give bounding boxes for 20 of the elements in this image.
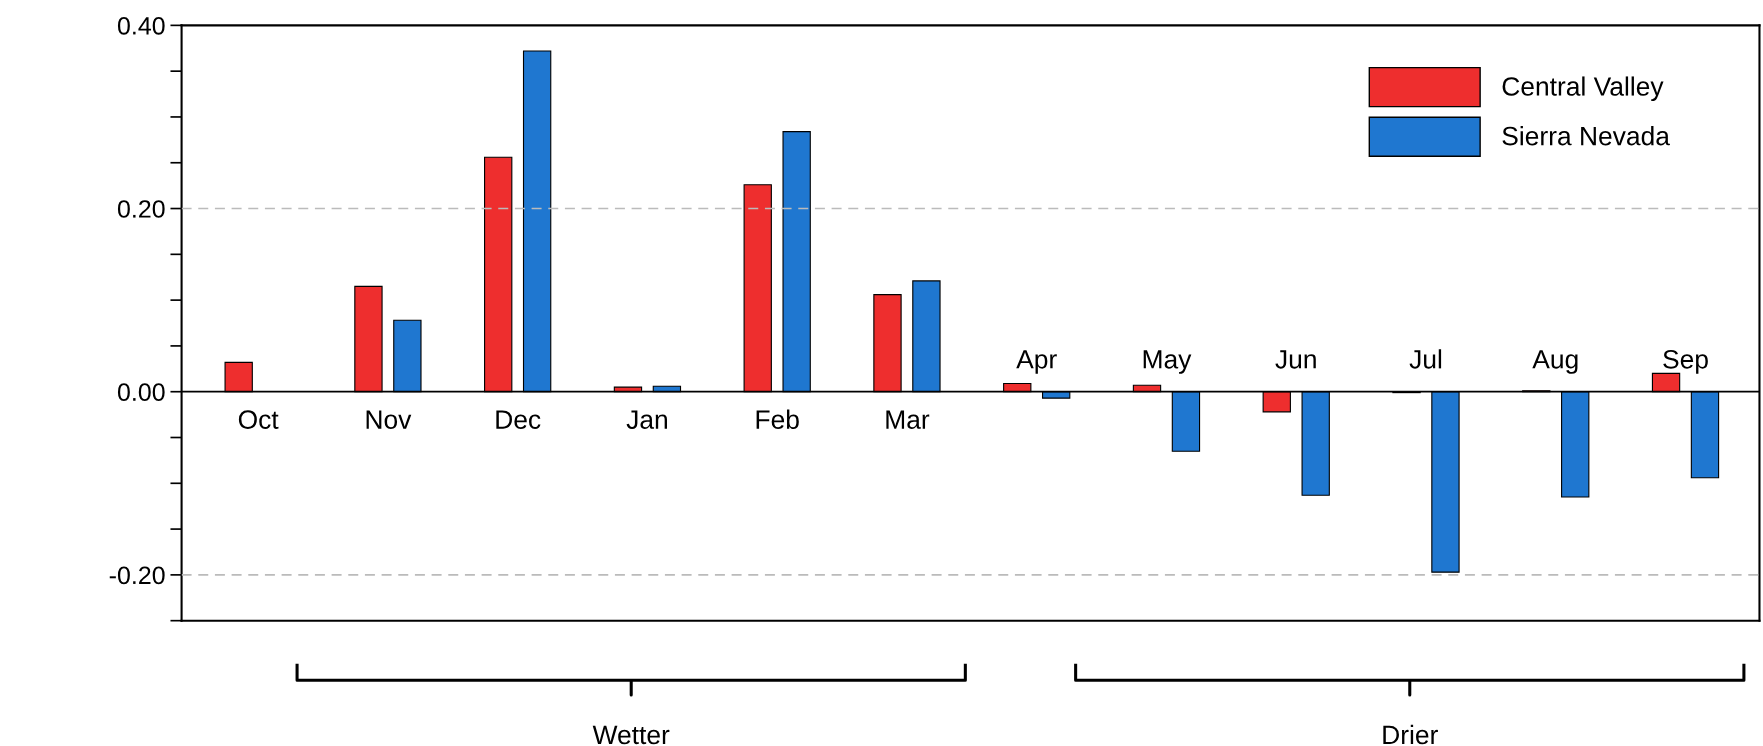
y-tick-label: 0.20 — [117, 200, 165, 218]
y-tick-label: 0.00 — [117, 383, 165, 402]
y-tick-label: -0.20 — [109, 566, 165, 585]
x-tick-label: Nov — [366, 410, 412, 429]
x-tick-label: Sep — [1663, 349, 1708, 374]
x-tick-label: Jun — [1275, 350, 1316, 369]
y-tick-label: 0.40 — [117, 16, 165, 35]
x-tick-label: Dec — [496, 410, 541, 429]
x-tick-label: Apr — [1016, 350, 1057, 374]
text: Drier — [1383, 724, 1438, 745]
x-tick-label: Feb — [756, 409, 799, 429]
x-tick-label: May — [1143, 350, 1192, 374]
text: Wetter — [592, 725, 670, 745]
x-tick-label: Jul — [1409, 349, 1442, 369]
legend-label: Sierra Nevada — [1502, 126, 1670, 146]
x-tick-label: Oct — [238, 410, 279, 429]
x-tick-label: Aug — [1532, 350, 1578, 374]
x-tick-label: Jan — [626, 410, 667, 429]
legend-label: Central Valley — [1502, 76, 1664, 102]
x-tick-label: Mar — [886, 410, 930, 429]
